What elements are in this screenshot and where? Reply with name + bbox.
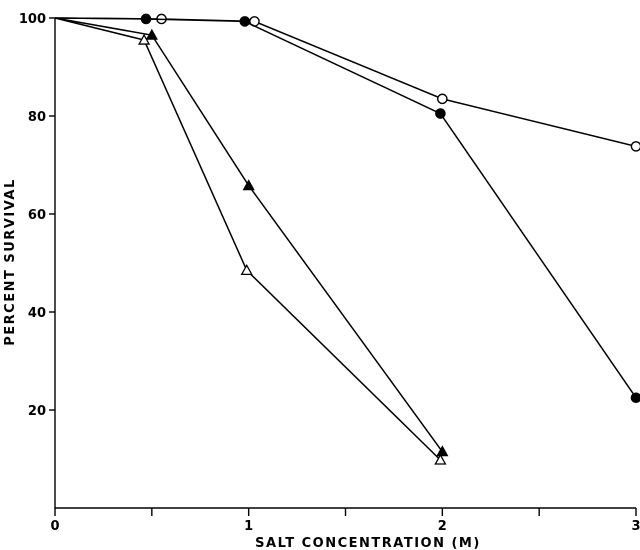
series-filled-triangle [54,17,449,457]
y-tick-label: 40 [28,306,46,321]
x-tick-label: 3 [631,519,640,534]
y-tick-label: 80 [28,110,46,125]
axis-labels: SALT CONCENTRATION (M) PERCENT SURVIVAL [3,178,481,550]
y-axis-title: PERCENT SURVIVAL [3,178,18,345]
y-tick-label: 100 [19,12,46,27]
series-layer [54,13,640,465]
data-point [145,28,158,40]
x-tick-label: 0 [50,519,59,534]
data-point [140,13,152,25]
data-point [242,179,255,191]
series-filled-circle [54,13,640,404]
series-open-triangle [54,17,447,465]
axes: 0 1 2 3 20 40 60 80 100 [19,12,640,534]
x-axis-title: SALT CONCENTRATION (M) [255,536,481,550]
data-point [434,453,447,465]
series-line [54,17,443,453]
data-point [630,392,640,404]
x-tick-label: 2 [438,519,447,534]
data-point [137,33,151,45]
x-tick-label: 1 [244,519,253,534]
axis-frame [54,18,636,509]
data-point [437,93,448,105]
data-point [630,141,640,152]
y-tick-label: 60 [28,208,46,223]
data-point [240,264,253,276]
series-line [54,17,441,461]
y-tick-label: 20 [28,404,46,419]
data-point [239,16,251,27]
data-point [435,108,446,119]
series-line [54,17,637,399]
data-point [436,445,449,457]
series-open-circle [54,13,640,152]
